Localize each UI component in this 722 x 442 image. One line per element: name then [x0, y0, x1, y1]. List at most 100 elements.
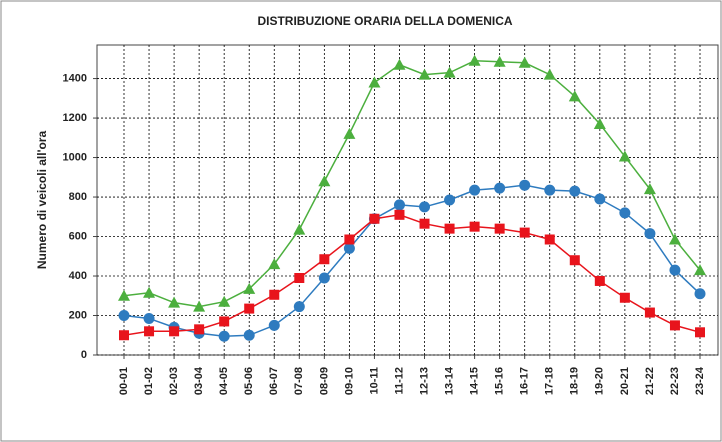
point [568, 90, 581, 102]
point [569, 255, 580, 266]
point [394, 209, 405, 220]
x-tick-label: 04-05 [218, 367, 230, 395]
point [695, 327, 705, 338]
y-tick-label: 400 [69, 270, 87, 282]
point [419, 201, 431, 213]
x-tick-label: 20-21 [619, 367, 631, 395]
x-tick-label: 00-01 [118, 367, 130, 395]
point [619, 292, 630, 303]
point [593, 117, 606, 129]
point [168, 296, 181, 308]
point [594, 275, 605, 286]
point [243, 282, 256, 294]
x-tick-label: 21-22 [644, 367, 656, 395]
x-tick-label: 07-08 [293, 367, 305, 395]
point [518, 56, 531, 68]
point [243, 329, 255, 341]
x-tick-label: 15-16 [494, 367, 506, 395]
y-tick-label: 200 [69, 309, 87, 321]
point [619, 207, 631, 219]
x-tick-label: 23-24 [694, 366, 706, 395]
point [318, 175, 331, 187]
point [368, 76, 381, 88]
point [469, 184, 481, 196]
point [544, 184, 556, 196]
point [644, 228, 656, 240]
chart-title: DISTRIBUZIONE ORARIA DELLA DOMENICA [257, 14, 512, 28]
point [668, 233, 681, 245]
point [444, 223, 455, 234]
point [594, 193, 606, 205]
x-tick-label: 14-15 [469, 367, 481, 395]
point [393, 199, 405, 211]
y-tick-label: 1000 [63, 151, 87, 163]
point [493, 55, 506, 67]
plot-area [96, 44, 719, 356]
x-tick-label: 12-13 [418, 367, 430, 395]
x-tick-label: 08-09 [318, 367, 330, 395]
point [344, 234, 355, 245]
point [393, 58, 406, 70]
x-tick-label: 13-14 [443, 366, 455, 395]
point [343, 127, 356, 139]
point [294, 272, 305, 283]
point [644, 307, 655, 318]
point [494, 182, 506, 194]
point [369, 213, 380, 224]
point [519, 179, 531, 191]
point [219, 316, 230, 327]
x-tick-label: 09-10 [343, 367, 355, 395]
y-tick-label: 800 [69, 191, 87, 203]
point [643, 183, 656, 195]
point [468, 54, 481, 66]
point [343, 242, 355, 254]
point [618, 150, 631, 162]
point [419, 218, 430, 229]
y-tick-label: 1200 [63, 112, 87, 124]
point [193, 300, 206, 312]
x-tick-label: 06-07 [268, 367, 280, 395]
x-tick-label: 02-03 [168, 367, 180, 395]
point [169, 326, 180, 337]
point [519, 227, 530, 238]
point [268, 258, 281, 270]
x-tick-label: 03-04 [193, 366, 205, 395]
point [293, 301, 305, 313]
point [694, 264, 706, 276]
point [569, 185, 581, 197]
point [194, 324, 205, 335]
point [118, 289, 130, 301]
point [444, 194, 456, 206]
point [469, 221, 480, 232]
x-tick-label: 17-18 [544, 367, 556, 395]
y-tick-label: 0 [81, 349, 87, 361]
point [143, 312, 155, 324]
point [268, 319, 280, 331]
x-tick-label: 11-12 [393, 367, 405, 395]
x-tick-label: 19-20 [594, 367, 606, 395]
point [494, 223, 505, 234]
point [244, 303, 255, 314]
y-tick-label: 1400 [63, 72, 87, 84]
point [443, 66, 456, 78]
x-tick-label: 01-02 [143, 367, 155, 395]
point [318, 272, 330, 284]
x-tick-label: 22-23 [669, 367, 681, 395]
series-line [123, 60, 701, 308]
x-tick-label: 18-19 [569, 367, 581, 395]
point [319, 254, 330, 265]
point [544, 234, 555, 245]
point [669, 320, 680, 331]
point [143, 286, 156, 298]
point [269, 289, 280, 300]
x-tick-label: 10-11 [368, 367, 380, 395]
point [694, 288, 706, 300]
x-tick-label: 16-17 [519, 367, 531, 395]
point [118, 310, 130, 322]
point [293, 223, 306, 235]
point [669, 264, 681, 276]
point [144, 326, 155, 337]
point [218, 330, 230, 342]
